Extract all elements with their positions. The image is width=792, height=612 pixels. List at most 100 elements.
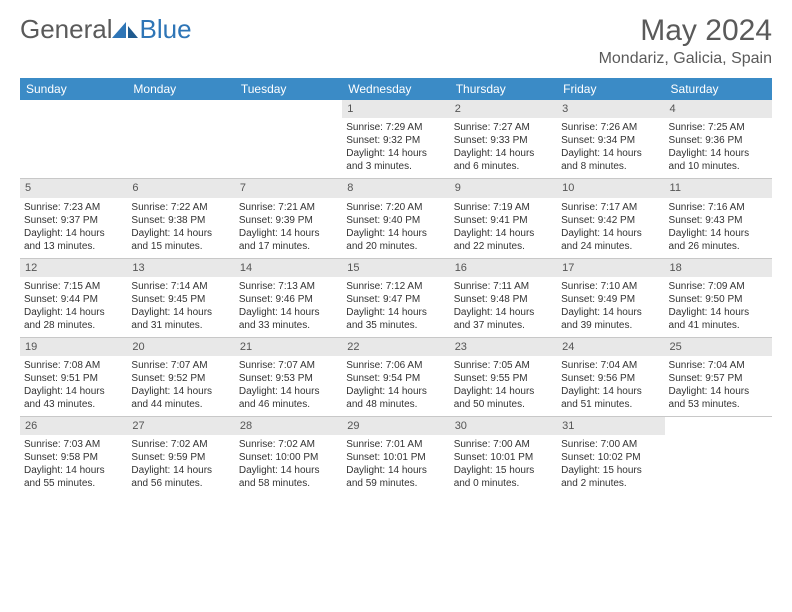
sunset-line: Sunset: 9:51 PM xyxy=(24,372,123,385)
day-number: 12 xyxy=(20,259,127,277)
sunrise-line: Sunrise: 7:27 AM xyxy=(454,121,553,134)
day-header: Monday xyxy=(127,78,234,100)
sunset-line: Sunset: 9:34 PM xyxy=(561,134,660,147)
daylight-line: Daylight: 14 hours and 31 minutes. xyxy=(131,306,230,332)
sunrise-line: Sunrise: 7:06 AM xyxy=(346,359,445,372)
day-cell: 23Sunrise: 7:05 AMSunset: 9:55 PMDayligh… xyxy=(450,337,557,416)
day-number: 7 xyxy=(235,179,342,197)
day-cell: 7Sunrise: 7:21 AMSunset: 9:39 PMDaylight… xyxy=(235,179,342,258)
sunset-line: Sunset: 9:38 PM xyxy=(131,214,230,227)
day-header-row: Sunday Monday Tuesday Wednesday Thursday… xyxy=(20,78,772,100)
daylight-line: Daylight: 14 hours and 41 minutes. xyxy=(669,306,768,332)
day-number: 18 xyxy=(665,259,772,277)
sunrise-line: Sunrise: 7:07 AM xyxy=(239,359,338,372)
daylight-line: Daylight: 14 hours and 37 minutes. xyxy=(454,306,553,332)
daylight-line: Daylight: 14 hours and 3 minutes. xyxy=(346,147,445,173)
sunset-line: Sunset: 9:47 PM xyxy=(346,293,445,306)
page-title: May 2024 xyxy=(599,14,772,48)
daylight-line: Daylight: 14 hours and 58 minutes. xyxy=(239,464,338,490)
sunset-line: Sunset: 9:56 PM xyxy=(561,372,660,385)
daylight-line: Daylight: 14 hours and 20 minutes. xyxy=(346,227,445,253)
logo-text-general: General xyxy=(20,14,113,45)
sunset-line: Sunset: 9:33 PM xyxy=(454,134,553,147)
day-cell: 5Sunrise: 7:23 AMSunset: 9:37 PMDaylight… xyxy=(20,179,127,258)
day-number: 22 xyxy=(342,338,449,356)
daylight-line: Daylight: 14 hours and 13 minutes. xyxy=(24,227,123,253)
day-number: 30 xyxy=(450,417,557,435)
daylight-line: Daylight: 14 hours and 33 minutes. xyxy=(239,306,338,332)
daylight-line: Daylight: 14 hours and 17 minutes. xyxy=(239,227,338,253)
daylight-line: Daylight: 14 hours and 6 minutes. xyxy=(454,147,553,173)
daylight-line: Daylight: 14 hours and 15 minutes. xyxy=(131,227,230,253)
day-number: 14 xyxy=(235,259,342,277)
day-cell: 25Sunrise: 7:04 AMSunset: 9:57 PMDayligh… xyxy=(665,337,772,416)
sunrise-line: Sunrise: 7:00 AM xyxy=(454,438,553,451)
day-number: 8 xyxy=(342,179,449,197)
daylight-line: Daylight: 14 hours and 8 minutes. xyxy=(561,147,660,173)
day-number: 25 xyxy=(665,338,772,356)
day-header: Sunday xyxy=(20,78,127,100)
day-number: 3 xyxy=(557,100,664,118)
week-row: 19Sunrise: 7:08 AMSunset: 9:51 PMDayligh… xyxy=(20,337,772,416)
day-number: 1 xyxy=(342,100,449,118)
sunrise-line: Sunrise: 7:21 AM xyxy=(239,201,338,214)
sunrise-line: Sunrise: 7:11 AM xyxy=(454,280,553,293)
daylight-line: Daylight: 14 hours and 51 minutes. xyxy=(561,385,660,411)
sunrise-line: Sunrise: 7:14 AM xyxy=(131,280,230,293)
day-cell: 1Sunrise: 7:29 AMSunset: 9:32 PMDaylight… xyxy=(342,100,449,179)
sunset-line: Sunset: 9:55 PM xyxy=(454,372,553,385)
sunset-line: Sunset: 9:54 PM xyxy=(346,372,445,385)
day-cell: 16Sunrise: 7:11 AMSunset: 9:48 PMDayligh… xyxy=(450,258,557,337)
day-cell: 12Sunrise: 7:15 AMSunset: 9:44 PMDayligh… xyxy=(20,258,127,337)
sunrise-line: Sunrise: 7:07 AM xyxy=(131,359,230,372)
daylight-line: Daylight: 14 hours and 59 minutes. xyxy=(346,464,445,490)
day-cell xyxy=(20,100,127,179)
day-header: Friday xyxy=(557,78,664,100)
day-cell: 13Sunrise: 7:14 AMSunset: 9:45 PMDayligh… xyxy=(127,258,234,337)
sunset-line: Sunset: 9:44 PM xyxy=(24,293,123,306)
header: General Blue May 2024 Mondariz, Galicia,… xyxy=(20,14,772,68)
sunrise-line: Sunrise: 7:00 AM xyxy=(561,438,660,451)
daylight-line: Daylight: 14 hours and 56 minutes. xyxy=(131,464,230,490)
sunset-line: Sunset: 10:02 PM xyxy=(561,451,660,464)
day-cell: 29Sunrise: 7:01 AMSunset: 10:01 PMDaylig… xyxy=(342,417,449,496)
day-number: 24 xyxy=(557,338,664,356)
day-number: 20 xyxy=(127,338,234,356)
sunrise-line: Sunrise: 7:04 AM xyxy=(669,359,768,372)
day-cell: 18Sunrise: 7:09 AMSunset: 9:50 PMDayligh… xyxy=(665,258,772,337)
sunrise-line: Sunrise: 7:22 AM xyxy=(131,201,230,214)
sunrise-line: Sunrise: 7:09 AM xyxy=(669,280,768,293)
day-cell: 15Sunrise: 7:12 AMSunset: 9:47 PMDayligh… xyxy=(342,258,449,337)
day-cell: 30Sunrise: 7:00 AMSunset: 10:01 PMDaylig… xyxy=(450,417,557,496)
day-number: 6 xyxy=(127,179,234,197)
sunrise-line: Sunrise: 7:29 AM xyxy=(346,121,445,134)
day-header: Thursday xyxy=(450,78,557,100)
day-cell: 9Sunrise: 7:19 AMSunset: 9:41 PMDaylight… xyxy=(450,179,557,258)
day-cell xyxy=(235,100,342,179)
day-header: Tuesday xyxy=(235,78,342,100)
sunrise-line: Sunrise: 7:25 AM xyxy=(669,121,768,134)
day-number: 31 xyxy=(557,417,664,435)
day-cell: 21Sunrise: 7:07 AMSunset: 9:53 PMDayligh… xyxy=(235,337,342,416)
day-cell: 11Sunrise: 7:16 AMSunset: 9:43 PMDayligh… xyxy=(665,179,772,258)
day-number: 23 xyxy=(450,338,557,356)
sunset-line: Sunset: 9:41 PM xyxy=(454,214,553,227)
sunset-line: Sunset: 10:00 PM xyxy=(239,451,338,464)
daylight-line: Daylight: 14 hours and 35 minutes. xyxy=(346,306,445,332)
day-cell: 3Sunrise: 7:26 AMSunset: 9:34 PMDaylight… xyxy=(557,100,664,179)
daylight-line: Daylight: 14 hours and 53 minutes. xyxy=(669,385,768,411)
daylight-line: Daylight: 15 hours and 0 minutes. xyxy=(454,464,553,490)
day-cell: 27Sunrise: 7:02 AMSunset: 9:59 PMDayligh… xyxy=(127,417,234,496)
day-cell: 6 Sunrise: 7:22 AMSunset: 9:38 PMDaylight… xyxy=(127,179,234,258)
logo-text-blue: Blue xyxy=(140,14,192,45)
calendar: Sunday Monday Tuesday Wednesday Thursday… xyxy=(20,78,772,495)
day-number: 13 xyxy=(127,259,234,277)
day-number: 21 xyxy=(235,338,342,356)
daylight-line: Daylight: 14 hours and 10 minutes. xyxy=(669,147,768,173)
day-cell: 24Sunrise: 7:04 AMSunset: 9:56 PMDayligh… xyxy=(557,337,664,416)
logo: General Blue xyxy=(20,14,192,45)
sunrise-line: Sunrise: 7:10 AM xyxy=(561,280,660,293)
sunset-line: Sunset: 9:52 PM xyxy=(131,372,230,385)
day-number: 5 xyxy=(20,179,127,197)
day-number: 10 xyxy=(557,179,664,197)
